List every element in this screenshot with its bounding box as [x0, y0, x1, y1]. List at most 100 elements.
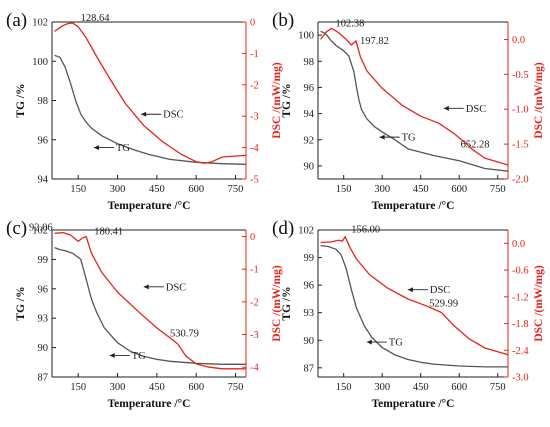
x-tick-label: 750: [228, 184, 244, 195]
peak-annotation-label: 156.00: [351, 225, 380, 236]
left-y-tick-label: 90: [304, 336, 315, 347]
left-y-tick-label: 96: [304, 281, 315, 292]
x-tick-label: 300: [110, 184, 126, 195]
x-tick-label: 600: [188, 382, 204, 393]
right-y-axis-title: DSC /(mW/mg): [271, 265, 283, 342]
peak-annotation-label: 529.99: [429, 298, 458, 309]
series-line-tg: [320, 30, 509, 172]
left-y-tick-label: 96: [304, 83, 315, 94]
series-line-tg: [320, 244, 508, 368]
x-tick-label: 450: [413, 382, 429, 393]
x-tick-label: 750: [228, 382, 244, 393]
peak-annotation-label: 180.41: [94, 227, 123, 238]
peak-annotation-label: 652.28: [461, 140, 490, 151]
right-y-tick-label: -1.0: [512, 105, 529, 116]
left-y-tick-label: 87: [38, 373, 49, 384]
right-y-tick-label: -1.2: [512, 292, 529, 303]
left-y-tick-label: 98: [38, 96, 49, 107]
panel-label: (b): [272, 10, 294, 31]
left-y-tick-label: 90: [304, 161, 315, 172]
left-y-tick-label: 100: [32, 57, 48, 68]
annotation-arrowhead: [379, 134, 385, 140]
x-tick-label: 150: [70, 382, 86, 393]
right-y-axis-title: DSC /(mW/mg): [533, 265, 545, 342]
annotation-arrowhead: [407, 287, 413, 293]
right-y-tick-label: -3.0: [512, 373, 529, 384]
right-y-tick-label: -4: [250, 363, 259, 374]
right-y-tick-label: -2: [250, 80, 259, 91]
annotation-label-tg: TG: [132, 351, 146, 362]
peak-annotation-label: 128.64: [81, 13, 111, 24]
left-y-tick-label: 102: [298, 226, 314, 237]
left-y-tick-label: 96: [38, 284, 49, 295]
x-tick-label: 150: [70, 184, 86, 195]
x-tick-label: 600: [451, 184, 467, 195]
x-tick-label: 600: [188, 184, 204, 195]
left-y-axis-title: TG /%: [15, 83, 27, 117]
x-tick-label: 450: [413, 184, 429, 195]
left-y-tick-label: 93: [304, 308, 315, 319]
peak-annotation-label: 197.82: [360, 36, 389, 47]
annotation-arrowhead: [93, 145, 99, 151]
annotation-arrowhead: [366, 339, 372, 345]
right-y-tick-label: 0: [250, 232, 255, 243]
right-y-axis-title: DSC /(mW/mg): [271, 62, 283, 139]
right-y-tick-label: -4: [250, 143, 259, 154]
left-y-tick-label: 87: [304, 363, 315, 374]
left-y-tick-label: 99: [304, 253, 315, 264]
right-y-tick-label: -1: [250, 49, 259, 60]
series-line-tg: [54, 54, 247, 165]
chart-panel-c: 150 300 450 600 750 87 90 93 96 99 102 0 -1 -2 -3 -4 Tem…: [6, 218, 283, 410]
left-y-tick-label: 102: [32, 18, 48, 29]
x-tick-label: 750: [490, 382, 506, 393]
x-tick-label: 150: [336, 184, 352, 195]
annotation-label-dsc: DSC: [166, 282, 186, 293]
annotation-label-tg: TG: [389, 338, 403, 349]
right-y-tick-label: -2.4: [512, 346, 529, 357]
x-tick-label: 750: [490, 184, 506, 195]
right-y-tick-label: 0.0: [512, 35, 525, 46]
left-y-axis-title: TG /%: [281, 83, 293, 117]
annotation-arrowhead: [443, 105, 449, 111]
left-y-tick-label: 94: [304, 109, 315, 120]
left-y-tick-label: 90: [38, 343, 49, 354]
panel-label: (d): [272, 218, 294, 239]
right-y-tick-label: -3: [250, 330, 259, 341]
right-y-tick-label: -1: [250, 265, 259, 276]
right-y-tick-label: -1.8: [512, 319, 529, 330]
left-y-tick-label: 94: [38, 175, 49, 186]
right-y-tick-label: -2.0: [512, 175, 529, 186]
annotation-label-tg: TG: [116, 143, 130, 154]
annotation-arrowhead: [141, 111, 147, 117]
right-y-tick-label: -2: [250, 297, 259, 308]
series-line-dsc: [54, 231, 246, 370]
left-y-tick-label: 96: [38, 135, 49, 146]
left-y-tick-label: 99: [38, 255, 49, 266]
series-line-dsc: [320, 27, 509, 166]
series-line-dsc: [320, 236, 509, 356]
left-y-axis-title: TG /%: [281, 286, 293, 320]
right-y-tick-label: -0.5: [512, 70, 529, 81]
right-y-axis-title: DSC /(mW/mg): [533, 62, 545, 139]
x-tick-label: 450: [149, 184, 165, 195]
annotation-label-dsc: DSC: [430, 285, 450, 296]
x-tick-label: 300: [110, 382, 126, 393]
left-y-tick-label: 93: [38, 314, 49, 325]
x-tick-label: 300: [374, 382, 390, 393]
left-y-axis-title: TG /%: [15, 286, 27, 320]
right-y-tick-label: -5: [250, 175, 259, 186]
left-y-tick-label: 102: [32, 226, 48, 237]
peak-annotation-label: 102.38: [335, 18, 364, 29]
peak-annotation-label: 530.79: [170, 328, 199, 339]
series-line-tg: [54, 246, 246, 365]
panel-label: (c): [6, 218, 27, 239]
x-tick-label: 450: [149, 382, 165, 393]
series-line-dsc: [54, 22, 247, 164]
panel-label: (a): [6, 10, 27, 31]
x-axis-title: Temperature /°C: [108, 398, 191, 410]
annotation-arrowhead: [109, 352, 115, 358]
x-tick-label: 600: [451, 382, 467, 393]
annotation-label-tg: TG: [402, 133, 416, 144]
x-axis-title: Temperature /°C: [372, 398, 455, 410]
